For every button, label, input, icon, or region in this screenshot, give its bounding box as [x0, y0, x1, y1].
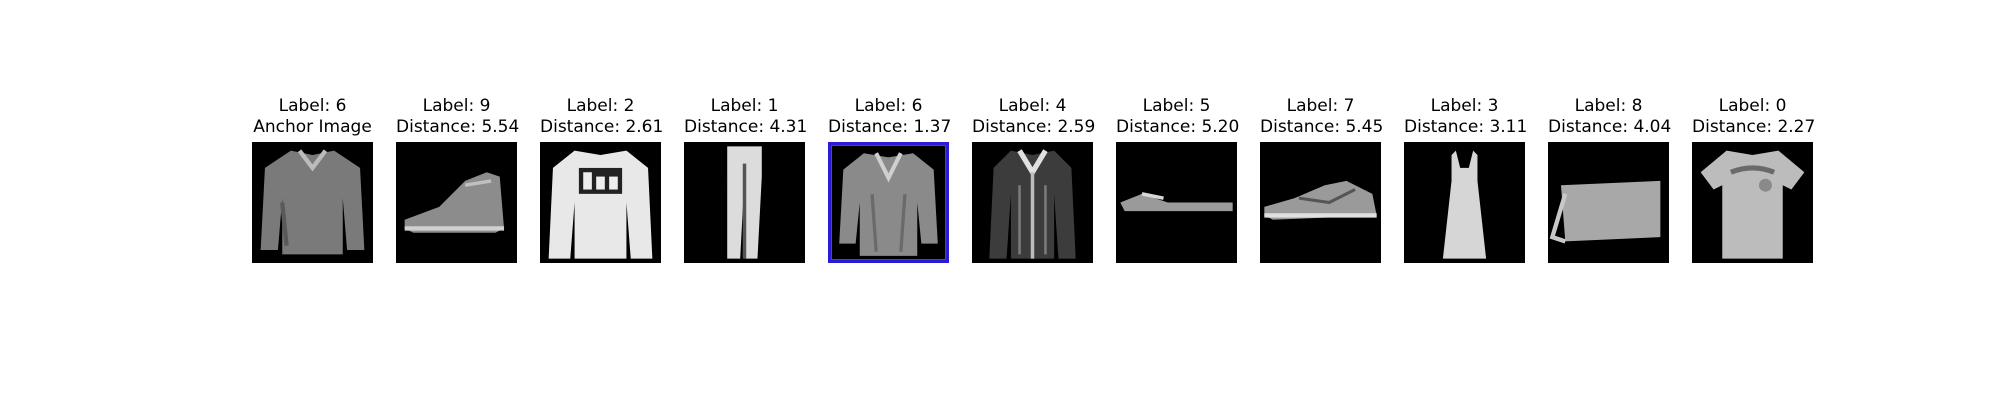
sandal-image — [1116, 142, 1237, 263]
label-text: Label: 6 — [854, 96, 923, 116]
caption-text: Anchor Image — [253, 117, 372, 137]
panel-title: Label: 6 Anchor Image — [252, 96, 373, 138]
panel-title: Label: 9 Distance: 5.54 — [396, 96, 520, 138]
panel-anchor: Label: 6 Anchor Image — [252, 96, 373, 263]
label-text: Label: 9 — [422, 96, 491, 116]
dress-image — [1404, 142, 1525, 263]
panel-title: Label: 2 Distance: 2.61 — [540, 96, 664, 138]
shirt-image — [828, 142, 949, 263]
caption-text: Distance: 1.37 — [828, 117, 952, 137]
ankle-boot-image — [396, 142, 517, 263]
panel-9: Label: 8 Distance: 4.04 — [1548, 96, 1672, 263]
label-text: Label: 6 — [278, 96, 347, 116]
panel-10: Label: 0 Distance: 2.27 — [1692, 96, 1816, 263]
label-text: Label: 8 — [1574, 96, 1643, 116]
label-text: Label: 5 — [1142, 96, 1211, 116]
panel-title: Label: 1 Distance: 4.31 — [684, 96, 808, 138]
shirt-image — [252, 142, 373, 263]
panel-title: Label: 5 Distance: 5.20 — [1116, 96, 1240, 138]
panel-title: Label: 6 Distance: 1.37 — [828, 96, 952, 138]
bag-image — [1548, 142, 1669, 263]
panel-title: Label: 7 Distance: 5.45 — [1260, 96, 1384, 138]
panel-4: Label: 6 Distance: 1.37 — [828, 96, 952, 263]
sneaker-image — [1260, 142, 1381, 263]
label-text: Label: 0 — [1718, 96, 1787, 116]
caption-text: Distance: 4.31 — [684, 117, 808, 137]
trouser-image — [684, 142, 805, 263]
caption-text: Distance: 2.61 — [540, 117, 664, 137]
panel-title: Label: 4 Distance: 2.59 — [972, 96, 1096, 138]
panel-3: Label: 1 Distance: 4.31 — [684, 96, 808, 263]
label-text: Label: 3 — [1430, 96, 1499, 116]
panel-7: Label: 7 Distance: 5.45 — [1260, 96, 1384, 263]
caption-text: Distance: 4.04 — [1548, 117, 1672, 137]
label-text: Label: 1 — [710, 96, 779, 116]
panel-6: Label: 5 Distance: 5.20 — [1116, 96, 1240, 263]
caption-text: Distance: 2.27 — [1692, 117, 1816, 137]
coat-image — [972, 142, 1093, 263]
panel-8: Label: 3 Distance: 3.11 — [1404, 96, 1528, 263]
label-text: Label: 2 — [566, 96, 635, 116]
label-text: Label: 7 — [1286, 96, 1355, 116]
tshirt-image — [1692, 142, 1813, 263]
panel-title: Label: 3 Distance: 3.11 — [1404, 96, 1528, 138]
caption-text: Distance: 2.59 — [972, 117, 1096, 137]
caption-text: Distance: 5.54 — [396, 117, 520, 137]
caption-text: Distance: 3.11 — [1404, 117, 1528, 137]
caption-text: Distance: 5.45 — [1260, 117, 1384, 137]
label-text: Label: 4 — [998, 96, 1067, 116]
panel-title: Label: 0 Distance: 2.27 — [1692, 96, 1816, 138]
pullover-image — [540, 142, 661, 263]
panel-5: Label: 4 Distance: 2.59 — [972, 96, 1096, 263]
caption-text: Distance: 5.20 — [1116, 117, 1240, 137]
panel-1: Label: 9 Distance: 5.54 — [396, 96, 520, 263]
panel-title: Label: 8 Distance: 4.04 — [1548, 96, 1672, 138]
panel-2: Label: 2 Distance: 2.61 — [540, 96, 664, 263]
